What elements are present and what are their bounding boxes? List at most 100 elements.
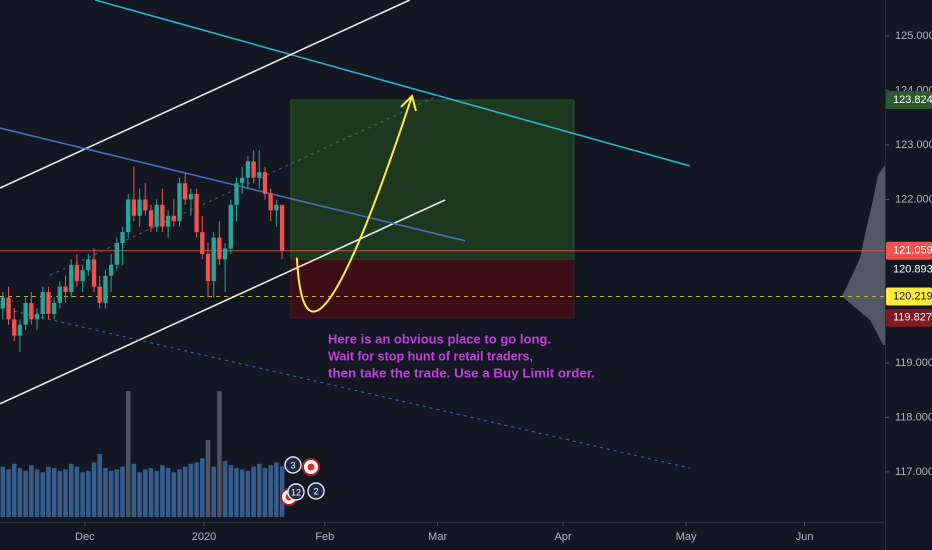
volume-bar (251, 466, 256, 517)
volume-bar (268, 465, 273, 517)
candle-body (69, 264, 74, 293)
candle-body (131, 199, 137, 216)
target-zone (290, 99, 575, 261)
candle-body (108, 264, 114, 276)
volume-bar (160, 465, 165, 517)
volume-bar (131, 463, 137, 517)
volume-bar (262, 468, 268, 517)
x-tick-label: Jun (796, 531, 814, 543)
candle-body (205, 253, 211, 282)
volume-bar (0, 466, 6, 517)
volume-bar (205, 440, 211, 517)
candle-body (160, 204, 165, 227)
candle-body (57, 286, 63, 303)
volume-bar (182, 466, 188, 517)
candle-body (165, 215, 171, 227)
candle-body (171, 215, 176, 222)
candle-body (183, 183, 188, 200)
volume-bar (63, 469, 68, 517)
volume-bar (108, 470, 114, 517)
candle-body (234, 183, 239, 205)
price-tag (886, 287, 932, 306)
volume-bar (34, 469, 40, 517)
event-icon (287, 483, 305, 501)
x-tick-label: 2020 (192, 531, 216, 543)
volume-bar (177, 469, 182, 517)
event-icon (284, 456, 302, 474)
price-tag (886, 91, 932, 110)
volume-bar (114, 469, 120, 517)
volume-bar (40, 472, 46, 517)
candle-body (97, 286, 102, 303)
price-tag-label: 121.059 (893, 245, 932, 257)
volume-bar (6, 469, 11, 517)
candle-body (177, 183, 182, 222)
candle-body (194, 193, 199, 233)
volume-bar (154, 470, 159, 517)
price-tag-label: 123.824 (893, 94, 932, 106)
volume-bar (188, 463, 194, 517)
volume-bar (125, 391, 131, 517)
volume-bar (165, 468, 171, 517)
candle-body (126, 199, 131, 233)
x-tick-label: Feb (315, 531, 334, 543)
candle-body (34, 313, 40, 320)
candle-body (268, 193, 273, 211)
volume-bar (74, 466, 80, 517)
volume-bar (211, 466, 216, 517)
volume-bar (200, 458, 205, 517)
candle-body (23, 302, 28, 325)
candle-body (51, 302, 57, 314)
stop-zone (290, 259, 575, 319)
volume-bar (274, 462, 279, 517)
candle-body (279, 204, 285, 251)
price-tag (886, 260, 932, 279)
volume-bar (80, 472, 85, 517)
candle-body (245, 161, 251, 178)
trend-line (94, 0, 691, 167)
candle-body (137, 199, 142, 216)
volume-bar (228, 465, 234, 517)
candle-body (80, 270, 85, 282)
volume-bar (103, 468, 108, 517)
volume-bar (245, 470, 251, 517)
volume-bar (57, 470, 63, 517)
event-icon (307, 482, 325, 500)
y-tick-label: 117.000 (895, 466, 932, 478)
trend-line (0, 199, 446, 405)
candle-body (217, 237, 222, 260)
volume-bar (17, 468, 23, 517)
volume-bar (234, 468, 239, 517)
x-tick-label: May (676, 531, 697, 543)
volume-bar (46, 466, 51, 517)
annotation-line: Wait for stop hunt of retail traders, (328, 348, 533, 363)
volume-bar (120, 466, 125, 517)
y-tick-label: 119.000 (895, 357, 932, 369)
price-tag (886, 241, 932, 260)
candle-body (40, 292, 45, 314)
candle-body (262, 172, 268, 194)
volume-bar (11, 463, 17, 517)
annotation-line: Here is an obvious place to go long. (328, 331, 551, 346)
annotation-line: then take the trade. Use a Buy Limit ord… (328, 365, 595, 380)
event-flag-dot (307, 463, 315, 471)
candle-body (103, 275, 108, 303)
candle-body (240, 177, 245, 184)
y-tick-label: 118.000 (895, 411, 932, 423)
event-count: 2 (313, 486, 318, 496)
candle-body (74, 264, 80, 282)
candle-body (257, 172, 262, 178)
price-tag-label: 120.893 (893, 264, 932, 276)
candle-body (228, 204, 233, 249)
volume-bar (148, 468, 154, 517)
plot-layer: 3 12 2 (0, 0, 885, 517)
volume-bar (143, 469, 148, 517)
candle-body (154, 204, 159, 227)
volume-bar (194, 462, 199, 517)
trend-line (0, 307, 690, 469)
candle-body (12, 319, 17, 336)
candle-body (86, 259, 91, 271)
candle-body (251, 161, 256, 178)
y-tick-label: 122.000 (895, 193, 932, 205)
